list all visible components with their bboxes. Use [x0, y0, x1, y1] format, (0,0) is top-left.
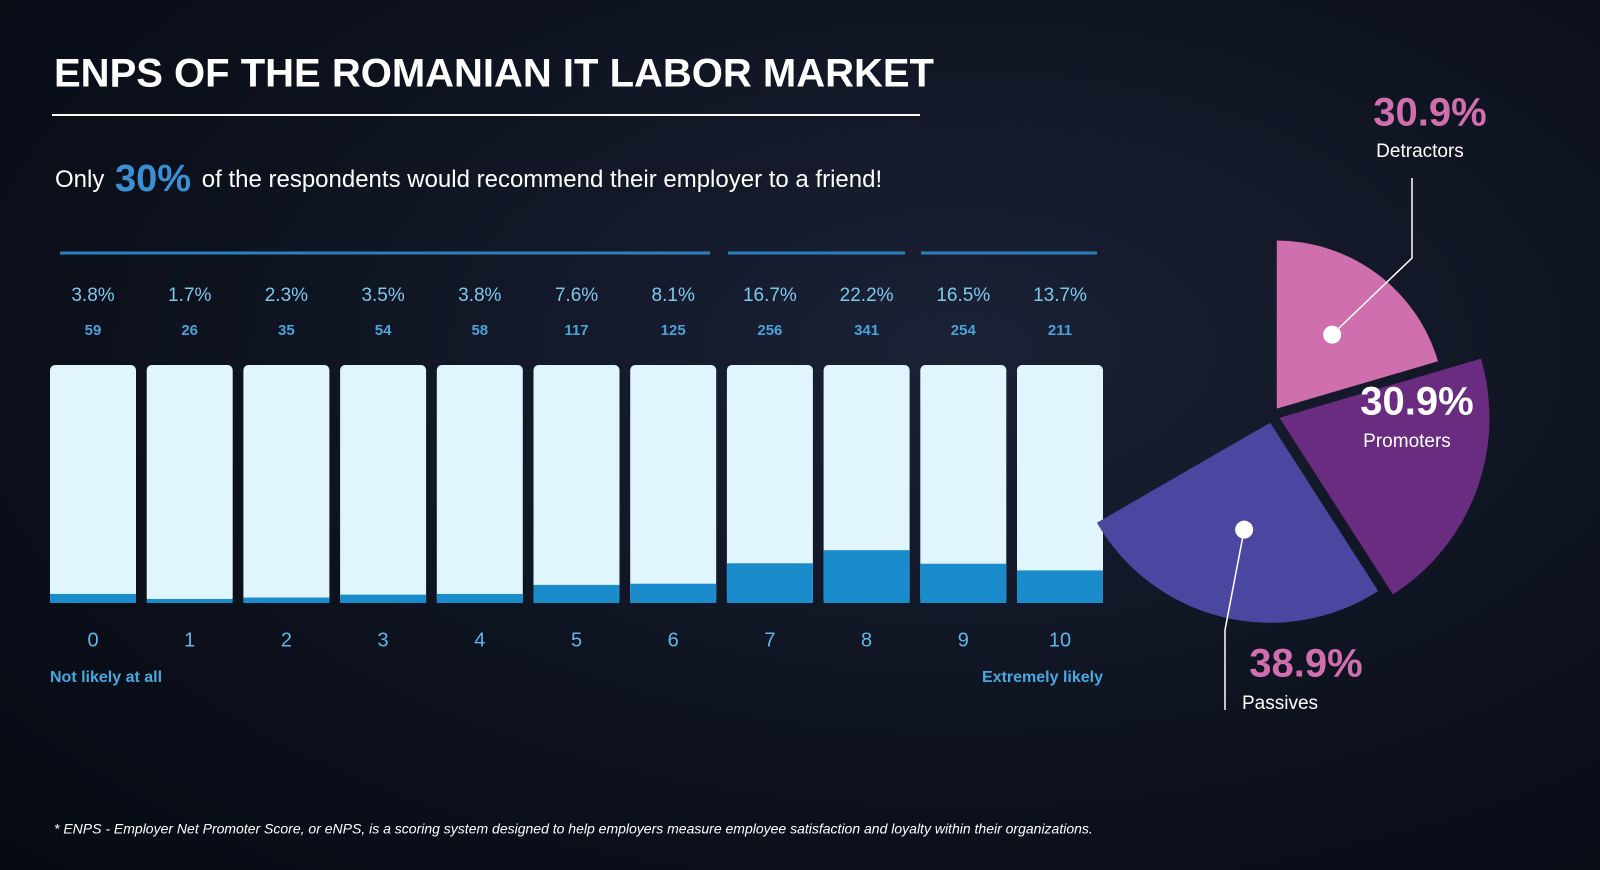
x-tick-label: 8 [861, 629, 872, 651]
bar [533, 584, 620, 603]
x-tick-label: 6 [668, 629, 679, 651]
leader-dot [1323, 325, 1342, 344]
value-label: 7.6% [555, 285, 598, 306]
value-label: 2.3% [265, 285, 308, 306]
value-label: 16.5% [936, 285, 990, 306]
count-label: 58 [471, 322, 488, 339]
subtitle-text: Only [55, 166, 104, 193]
bar [630, 583, 717, 603]
pie-category-label: Promoters [1363, 431, 1451, 452]
x-tick-label: 5 [571, 629, 582, 651]
leader-line [1224, 529, 1245, 710]
x-tick-label: 2 [281, 629, 292, 651]
count-label: 256 [757, 322, 782, 339]
value-label: 22.2% [840, 285, 894, 306]
x-tick-label: 1 [184, 629, 195, 651]
count-label: 254 [951, 322, 977, 339]
bar-background [920, 365, 1007, 603]
bar-background [340, 365, 427, 603]
bar [1017, 570, 1103, 603]
x-tick-label: 10 [1049, 629, 1071, 651]
bar-background [436, 365, 523, 603]
count-label: 117 [564, 322, 588, 339]
bar-background [630, 365, 717, 603]
bar [920, 563, 1007, 603]
count-label: 26 [181, 322, 198, 339]
x-tick-label: 7 [764, 629, 775, 651]
bar-background [243, 365, 330, 603]
count-label: 54 [375, 322, 392, 339]
bar-background [726, 365, 813, 603]
pie-wedge [1279, 358, 1490, 595]
pie-wedge [1096, 422, 1379, 623]
subtitle-highlight: 30% [115, 158, 191, 200]
x-tick-label: 0 [87, 629, 98, 651]
pie-value-label: 30.9% [1360, 380, 1473, 424]
leader-line [1331, 178, 1413, 336]
bar-background [1017, 365, 1103, 603]
pie-category-label: Detractors [1376, 141, 1464, 162]
bar [50, 593, 136, 603]
footnote: * ENPS - Employer Net Promoter Score, or… [54, 821, 1093, 837]
value-label: 3.8% [71, 285, 114, 306]
x-tick-label: 9 [958, 629, 969, 651]
pie-category-label: Passives [1242, 693, 1318, 714]
value-label: 1.7% [168, 285, 211, 306]
subtitle-text: of the respondents would recommend their… [202, 166, 882, 193]
bar [146, 598, 233, 603]
bar [436, 593, 523, 603]
pie-wedge [1276, 240, 1438, 409]
bar-background [50, 365, 136, 603]
count-label: 59 [85, 322, 102, 339]
bar [726, 563, 813, 603]
bar-background [533, 365, 620, 603]
value-label: 3.8% [458, 285, 501, 306]
bar [340, 594, 427, 603]
value-label: 3.5% [361, 285, 404, 306]
pie-value-label: 30.9% [1373, 91, 1486, 135]
title: ENPS OF THE ROMANIAN IT LABOR MARKET [54, 52, 934, 96]
bar [243, 597, 330, 603]
count-label: 211 [1048, 322, 1072, 339]
bar-background [823, 365, 910, 603]
subtitle: Only 30% of the respondents would recomm… [55, 158, 882, 200]
pie-value-label: 38.9% [1249, 642, 1362, 686]
x-high-label: Extremely likely [982, 669, 1103, 686]
count-label: 125 [661, 322, 686, 339]
x-tick-label: 4 [474, 629, 485, 651]
count-label: 341 [854, 322, 879, 339]
value-label: 16.7% [743, 285, 797, 306]
leader-dot [1235, 520, 1254, 539]
x-tick-label: 3 [378, 629, 389, 651]
value-label: 13.7% [1033, 285, 1087, 306]
bar [823, 550, 910, 603]
count-label: 35 [278, 322, 295, 339]
value-label: 8.1% [652, 285, 695, 306]
bar-background [146, 365, 233, 603]
x-low-label: Not likely at all [50, 669, 162, 686]
